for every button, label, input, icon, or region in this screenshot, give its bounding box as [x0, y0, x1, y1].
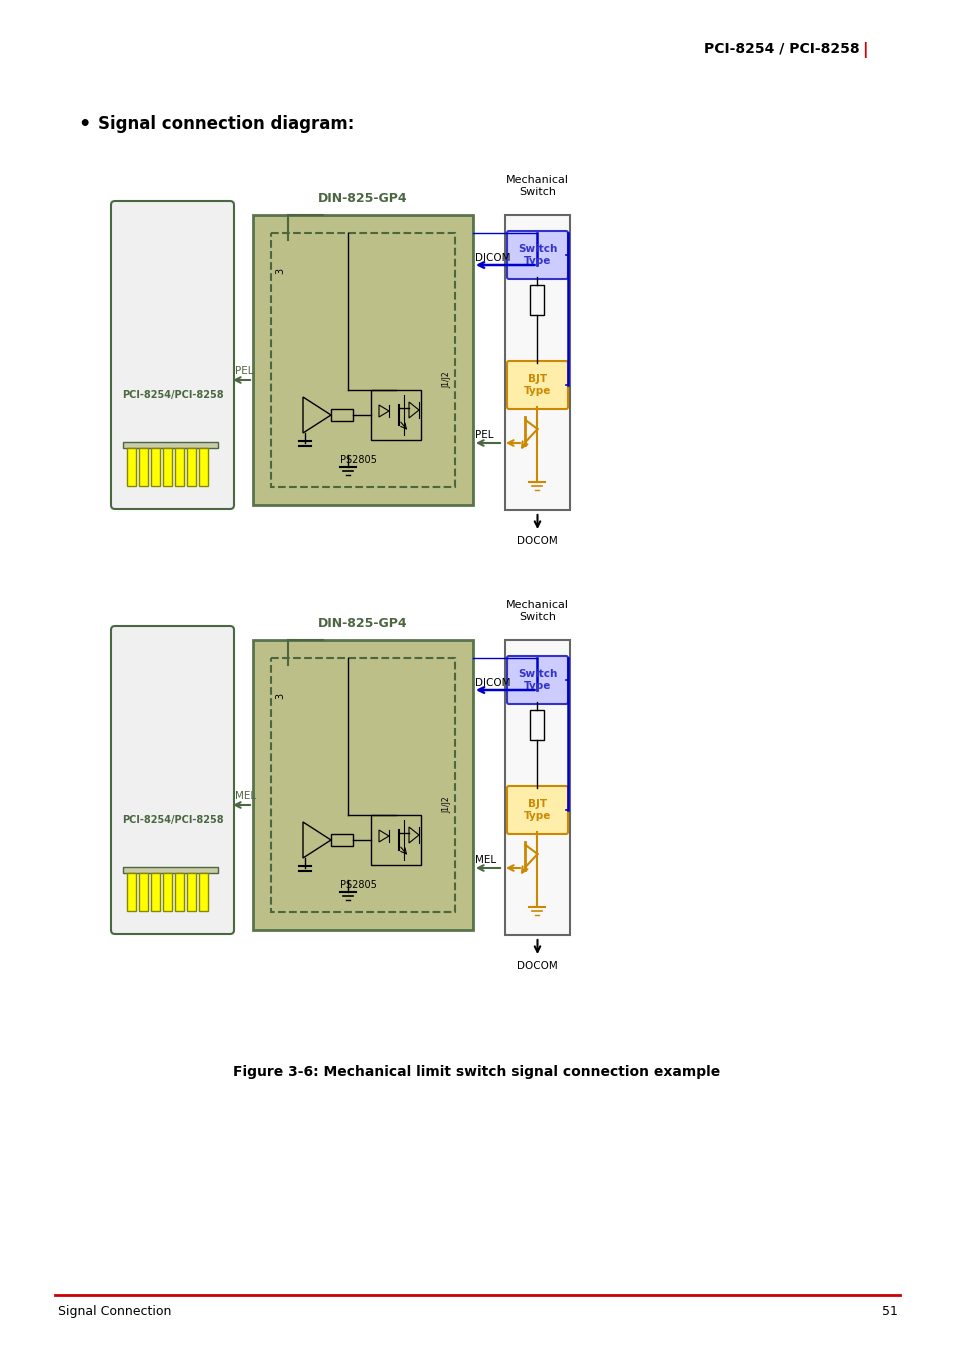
Text: Signal connection diagram:: Signal connection diagram: [98, 115, 354, 132]
Bar [127, 873, 136, 911]
FancyBboxPatch shape [506, 231, 567, 279]
Text: PCI-8254/PCI-8258: PCI-8254/PCI-8258 [122, 815, 223, 825]
Text: 3: 3 [274, 694, 285, 699]
FancyBboxPatch shape [506, 786, 567, 834]
Bar [151, 448, 160, 485]
Bar [199, 448, 208, 485]
Text: BJT
Type: BJT Type [523, 799, 551, 821]
Bar [371, 389, 420, 439]
Bar [123, 442, 218, 448]
Bar [530, 710, 544, 740]
Bar [253, 639, 473, 930]
Bar [504, 639, 569, 936]
Bar [163, 448, 172, 485]
Bar [151, 873, 160, 911]
Text: MEL: MEL [234, 791, 255, 800]
Text: DOCOM: DOCOM [517, 535, 558, 546]
Bar [271, 658, 455, 913]
Text: 3: 3 [274, 268, 285, 274]
Text: Mechanical
Switch: Mechanical Switch [505, 176, 568, 197]
Text: Mechanical
Switch: Mechanical Switch [505, 600, 568, 622]
Text: J1/J2: J1/J2 [441, 796, 451, 814]
Text: DOCOM: DOCOM [517, 961, 558, 971]
Bar [530, 285, 544, 315]
Bar [199, 873, 208, 911]
Text: DIN-825-GP4: DIN-825-GP4 [318, 617, 407, 630]
Text: DICOM: DICOM [475, 677, 510, 688]
Text: 51: 51 [882, 1305, 897, 1318]
Text: |: | [862, 42, 866, 58]
Bar [163, 873, 172, 911]
Bar [331, 834, 353, 846]
Text: BJT
Type: BJT Type [523, 375, 551, 396]
Text: PEL: PEL [234, 366, 253, 376]
Text: DICOM: DICOM [475, 253, 510, 264]
FancyBboxPatch shape [111, 626, 233, 934]
Text: PEL: PEL [475, 430, 493, 439]
Bar [123, 867, 218, 873]
Text: DIN-825-GP4: DIN-825-GP4 [318, 192, 407, 206]
Bar [139, 873, 148, 911]
FancyBboxPatch shape [111, 201, 233, 508]
Bar [174, 448, 184, 485]
Bar [271, 233, 455, 487]
Bar [139, 448, 148, 485]
Text: PCI-8254/PCI-8258: PCI-8254/PCI-8258 [122, 389, 223, 400]
Text: MEL: MEL [475, 854, 496, 865]
Text: Signal Connection: Signal Connection [58, 1305, 172, 1318]
Text: J1/J2: J1/J2 [441, 372, 451, 388]
Text: Figure 3-6: Mechanical limit switch signal connection example: Figure 3-6: Mechanical limit switch sign… [233, 1065, 720, 1079]
Text: PS2805: PS2805 [339, 456, 376, 465]
Bar [331, 410, 353, 420]
FancyBboxPatch shape [506, 656, 567, 704]
Bar [371, 815, 420, 865]
Bar [174, 873, 184, 911]
Bar [187, 873, 195, 911]
Bar [504, 215, 569, 510]
FancyBboxPatch shape [506, 361, 567, 410]
Text: Switch
Type: Switch Type [517, 669, 557, 691]
Bar [187, 448, 195, 485]
Bar [127, 448, 136, 485]
Text: PS2805: PS2805 [339, 880, 376, 890]
Text: PCI-8254 / PCI-8258: PCI-8254 / PCI-8258 [703, 42, 859, 55]
Text: Switch
Type: Switch Type [517, 245, 557, 266]
Text: •: • [78, 115, 91, 134]
Bar [253, 215, 473, 506]
